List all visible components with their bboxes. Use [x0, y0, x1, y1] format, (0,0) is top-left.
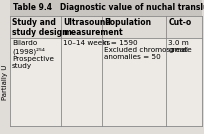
- Text: Ultrasound
measurement: Ultrasound measurement: [63, 18, 123, 37]
- Bar: [10, 16, 202, 38]
- Text: Study and
study design: Study and study design: [12, 18, 68, 37]
- Text: Table 9.4   Diagnostic value of nuchal translucency m: Table 9.4 Diagnostic value of nuchal tra…: [13, 3, 204, 12]
- Text: Bilardo
(1998)²⁵⁴
Prospective
study: Bilardo (1998)²⁵⁴ Prospective study: [12, 40, 54, 69]
- Text: Partially U: Partially U: [2, 64, 8, 100]
- Text: n = 1590
Excluded chromosomal
anomalies = 50: n = 1590 Excluded chromosomal anomalies …: [104, 40, 188, 60]
- Text: Population: Population: [104, 18, 151, 27]
- Text: Cut-o: Cut-o: [169, 18, 192, 27]
- Text: 3.0 m
greate: 3.0 m greate: [169, 40, 192, 53]
- Text: 10–14 weeks: 10–14 weeks: [63, 40, 110, 46]
- Bar: [10, 38, 202, 126]
- Bar: [10, 0, 202, 16]
